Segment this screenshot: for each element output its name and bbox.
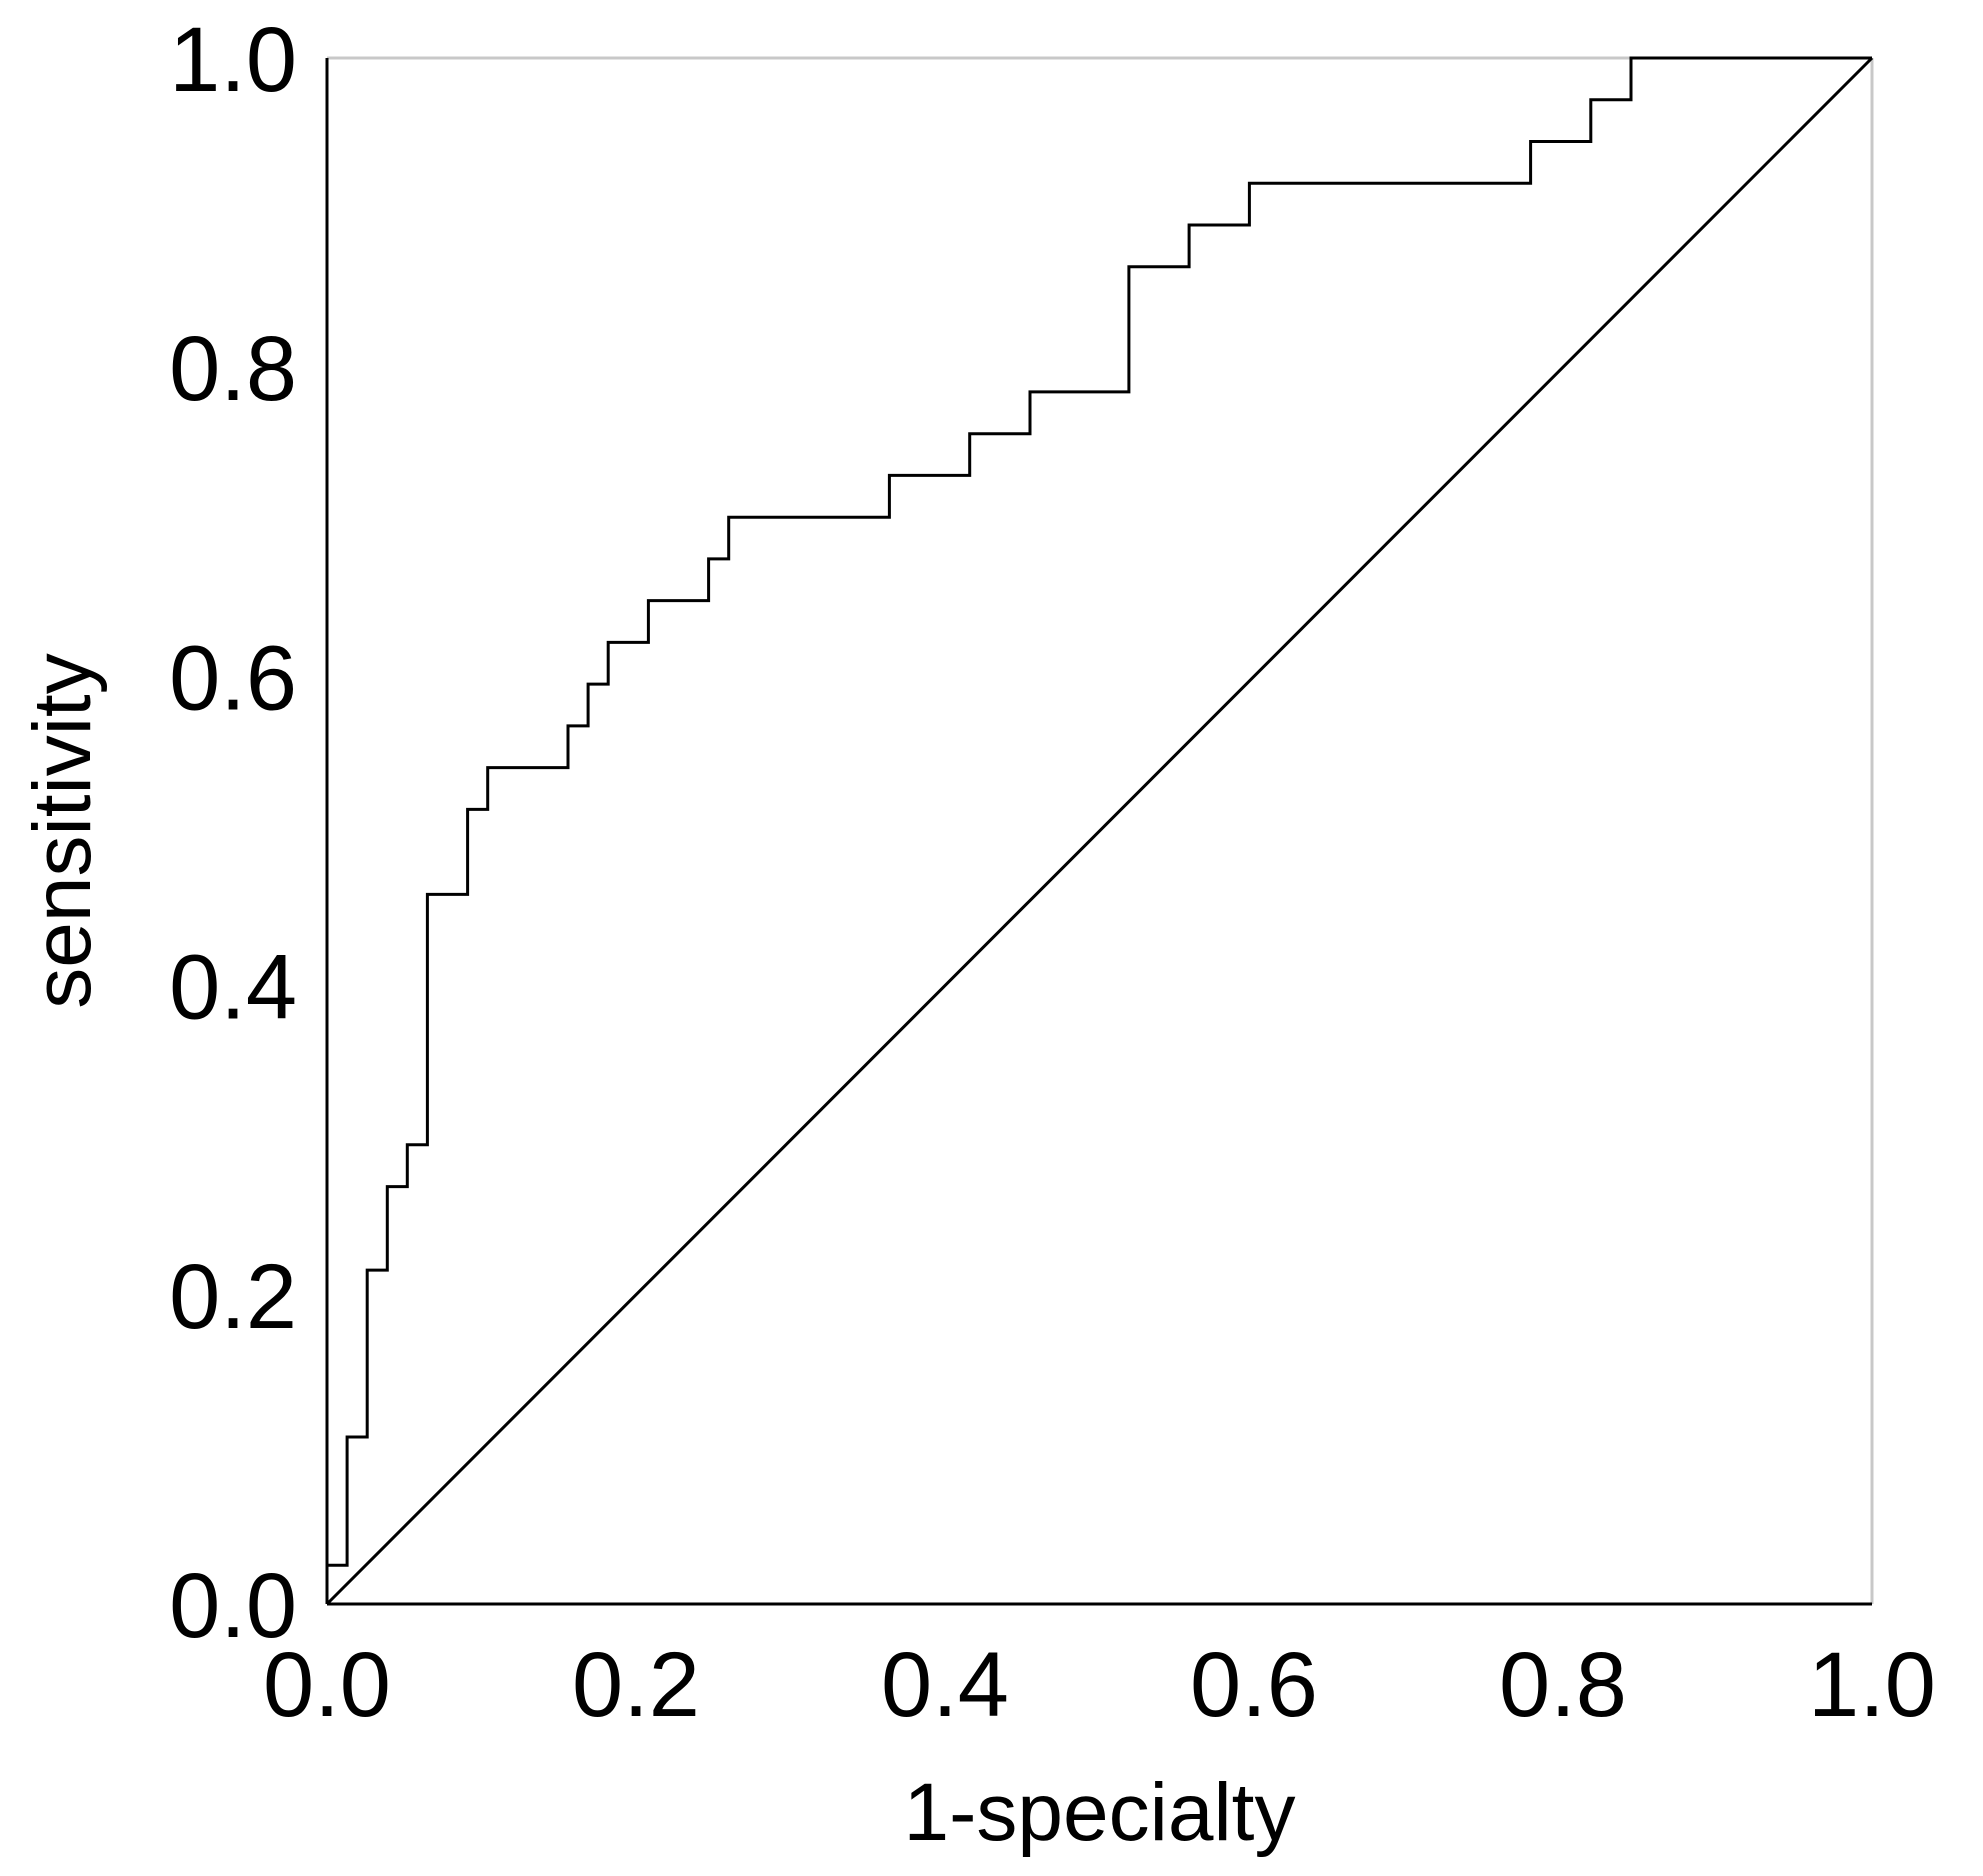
y-tick-label: 0.2 bbox=[169, 1246, 297, 1348]
x-tick-label: 1.0 bbox=[1808, 1634, 1936, 1736]
y-tick-label: 0.0 bbox=[169, 1555, 297, 1657]
x-tick-label: 0.2 bbox=[572, 1634, 700, 1736]
series-roc-curve bbox=[325, 56, 1872, 1604]
x-tick-label: 0.0 bbox=[263, 1634, 391, 1736]
series-reference-diagonal bbox=[325, 56, 1874, 1606]
y-tick-labels: 0.0 0.2 0.4 0.6 0.8 1.0 bbox=[169, 9, 297, 1657]
y-tick-label: 0.4 bbox=[169, 937, 297, 1039]
x-tick-label: 0.4 bbox=[881, 1634, 1009, 1736]
y-tick-label: 0.6 bbox=[169, 627, 297, 729]
x-tick-labels: 0.0 0.2 0.4 0.6 0.8 1.0 bbox=[263, 1634, 1936, 1736]
x-tick-label: 0.6 bbox=[1190, 1634, 1318, 1736]
x-axis-title: 1-specialty bbox=[904, 1767, 1296, 1858]
x-tick-label: 0.8 bbox=[1499, 1634, 1627, 1736]
y-tick-label: 1.0 bbox=[169, 9, 297, 111]
y-tick-label: 0.8 bbox=[169, 318, 297, 420]
y-axis-title: sensitivity bbox=[17, 653, 108, 1008]
